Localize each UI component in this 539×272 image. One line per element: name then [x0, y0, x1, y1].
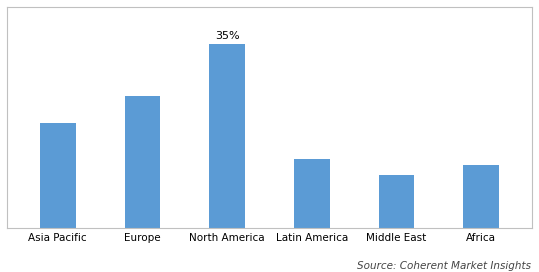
- Bar: [209, 44, 245, 228]
- Text: 35%: 35%: [215, 30, 239, 41]
- Bar: [464, 165, 499, 228]
- Bar: [294, 159, 330, 228]
- Bar: [40, 123, 75, 228]
- Bar: [125, 96, 160, 228]
- Text: Source: Coherent Market Insights: Source: Coherent Market Insights: [357, 261, 531, 271]
- Bar: [379, 175, 414, 228]
